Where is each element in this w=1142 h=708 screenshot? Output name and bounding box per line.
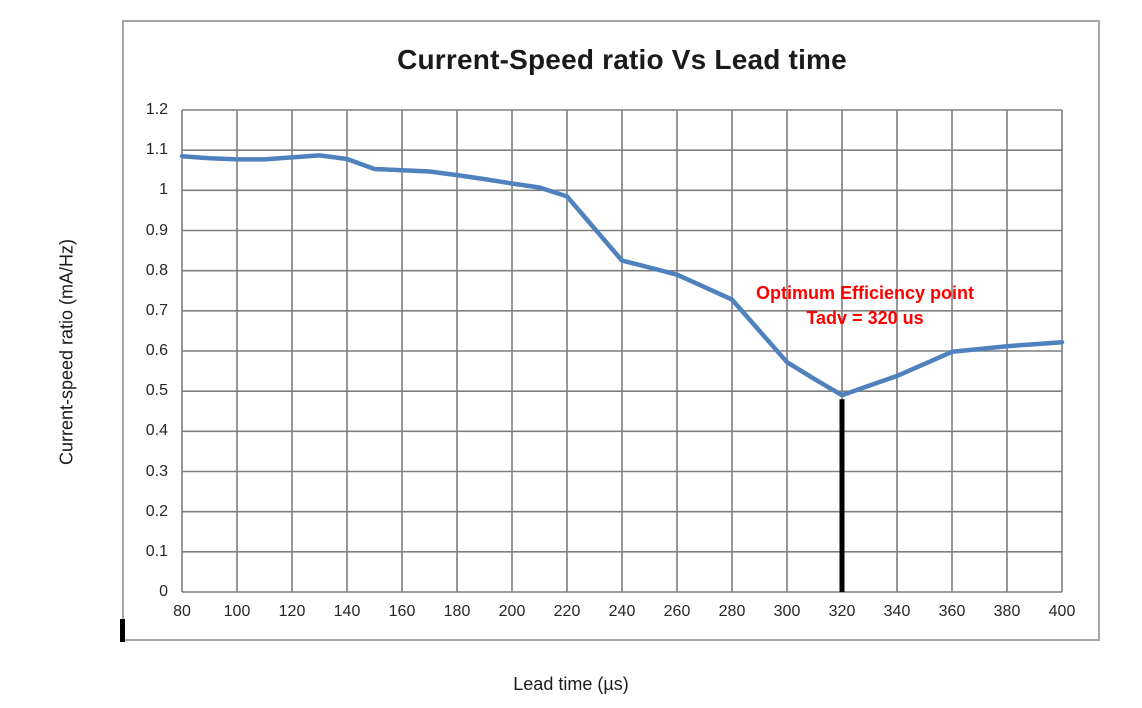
series-line [179, 153, 1065, 398]
y-tick-label: 1.2 [145, 101, 168, 118]
y-tick-label: 0.3 [145, 462, 168, 480]
chart-title: Current-Speed ratio Vs Lead time [397, 44, 847, 75]
y-tick-label: 0.7 [145, 301, 168, 319]
chart-outer-border [122, 20, 1100, 641]
y-tick-label: 0 [159, 583, 168, 600]
y-tick-label: 0.8 [145, 261, 168, 279]
y-tick-label: 0.2 [145, 502, 168, 520]
x-tick-label: 80 [173, 603, 191, 620]
x-tick-label: 220 [553, 603, 581, 620]
y-tick-label: 1 [159, 181, 168, 199]
left-edge-mark [120, 619, 125, 642]
x-tick-label: 260 [663, 603, 691, 620]
y-axis-title: Current-speed ratio (mA/Hz) [56, 238, 77, 466]
x-tick-label: 180 [443, 603, 471, 620]
x-tick-label: 340 [883, 603, 911, 620]
x-tick-label: 240 [608, 603, 636, 620]
x-tick-label: 200 [498, 603, 526, 620]
x-axis-title: Lead time (µs) [513, 674, 629, 694]
y-tick-label: 0.4 [145, 422, 168, 440]
y-tick-label: 0.9 [145, 221, 168, 239]
y-tick-label: 0.6 [145, 342, 168, 359]
y-tick-label: 0.1 [145, 542, 168, 560]
y-tick-label: 0.5 [145, 382, 168, 400]
x-tick-label: 400 [1048, 603, 1076, 620]
y-tick-label: 1.1 [145, 141, 168, 159]
x-tick-label: 160 [388, 603, 416, 620]
x-tick-label: 120 [278, 603, 306, 620]
x-tick-label: 320 [828, 603, 856, 620]
annotation-line-2: Tadv = 320 us [806, 308, 924, 328]
annotation-line-1: Optimum Efficiency point [755, 283, 975, 303]
x-tick-label: 300 [773, 603, 801, 620]
x-tick-label: 100 [223, 603, 251, 620]
x-tick-label: 360 [938, 603, 966, 620]
optimum-point-annotation: Optimum Efficiency point Tadv = 320 us [756, 281, 974, 331]
x-tick-label: 140 [333, 603, 361, 620]
plot-canvas [179, 109, 1065, 593]
x-tick-label: 380 [993, 603, 1021, 620]
x-tick-label: 280 [718, 603, 746, 620]
plot-area [179, 109, 1065, 593]
